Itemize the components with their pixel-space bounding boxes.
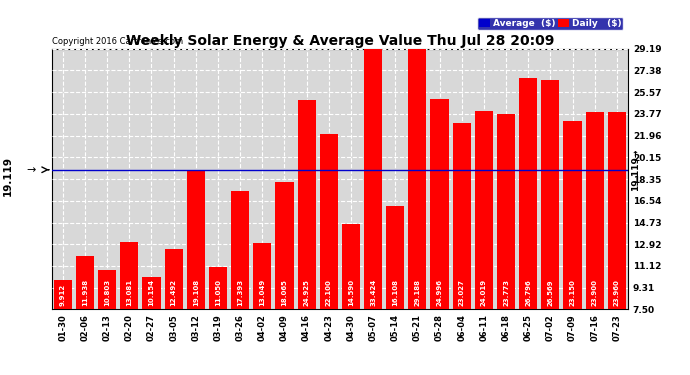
Text: 23.027: 23.027	[459, 279, 464, 306]
Bar	[231, 190, 249, 375]
Bar	[209, 267, 227, 375]
Bar	[475, 111, 493, 375]
Title: Weekly Solar Energy & Average Value Thu Jul 28 20:09: Weekly Solar Energy & Average Value Thu …	[126, 34, 554, 48]
Text: 14.590: 14.590	[348, 279, 354, 306]
Text: 24.925: 24.925	[304, 279, 310, 306]
Text: 22.100: 22.100	[326, 279, 332, 306]
Bar	[586, 112, 604, 375]
Text: 17.393: 17.393	[237, 279, 243, 306]
Bar	[253, 243, 271, 375]
Bar	[608, 112, 626, 375]
Text: 23.900: 23.900	[591, 279, 598, 306]
Text: 11.050: 11.050	[215, 279, 221, 306]
Text: 23.773: 23.773	[503, 279, 509, 306]
Text: 18.065: 18.065	[282, 279, 288, 306]
Bar	[408, 49, 426, 375]
Text: 19.108: 19.108	[193, 279, 199, 306]
Text: 10.154: 10.154	[148, 279, 155, 306]
Bar	[386, 206, 404, 375]
Bar	[120, 242, 139, 375]
Text: →: →	[27, 165, 36, 175]
Text: 23.150: 23.150	[569, 279, 575, 306]
Bar	[319, 134, 338, 375]
Text: 19.119: 19.119	[3, 156, 13, 196]
Bar	[342, 224, 360, 375]
Bar	[564, 122, 582, 375]
Bar	[541, 80, 560, 375]
Text: 16.108: 16.108	[392, 279, 398, 306]
Bar	[54, 280, 72, 375]
Bar	[297, 100, 315, 375]
Text: 29.188: 29.188	[415, 279, 420, 306]
Bar	[364, 0, 382, 375]
Text: 24.019: 24.019	[481, 279, 487, 306]
Bar	[142, 278, 161, 375]
Text: Copyright 2016 Cartronics.com: Copyright 2016 Cartronics.com	[52, 37, 183, 46]
Text: 9.912: 9.912	[60, 284, 66, 306]
Text: 33.424: 33.424	[370, 279, 376, 306]
Bar	[497, 114, 515, 375]
Text: 19.119→: 19.119→	[631, 148, 640, 191]
Text: 12.492: 12.492	[170, 279, 177, 306]
Text: 26.569: 26.569	[547, 279, 553, 306]
Bar	[275, 182, 293, 375]
Text: 10.803: 10.803	[104, 279, 110, 306]
Text: 24.996: 24.996	[437, 279, 442, 306]
Text: 11.938: 11.938	[82, 279, 88, 306]
Bar	[187, 170, 205, 375]
Legend: Average  ($), Daily   ($): Average ($), Daily ($)	[477, 17, 623, 30]
Text: 23.960: 23.960	[614, 279, 620, 306]
Text: 13.049: 13.049	[259, 279, 265, 306]
Bar	[453, 123, 471, 375]
Bar	[164, 249, 183, 375]
Bar	[431, 99, 448, 375]
Text: 13.081: 13.081	[126, 279, 132, 306]
Bar	[76, 256, 94, 375]
Bar	[519, 78, 538, 375]
Text: 26.796: 26.796	[525, 279, 531, 306]
Bar	[98, 270, 116, 375]
